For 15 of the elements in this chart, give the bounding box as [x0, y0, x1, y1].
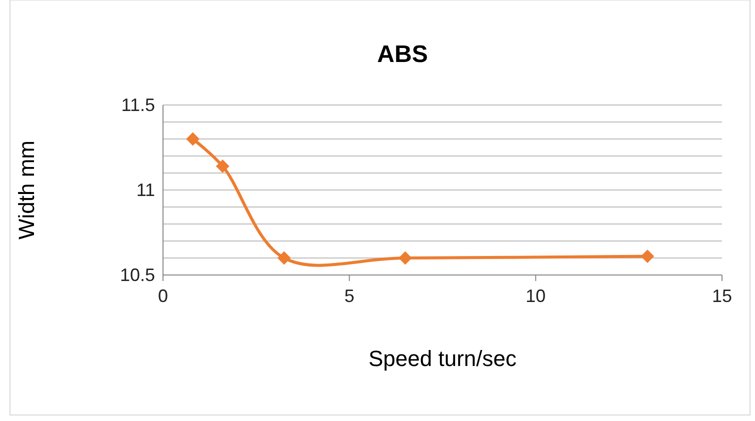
x-axis-title: Speed turn/sec	[368, 346, 516, 371]
x-tick-label: 0	[158, 286, 168, 306]
point	[398, 251, 412, 265]
x-tick-label: 15	[712, 286, 732, 306]
point	[277, 251, 291, 265]
x-tick-label: 5	[344, 286, 354, 306]
y-tick-label: 11	[136, 180, 155, 200]
x-tick-label: 10	[526, 286, 546, 306]
y-axis-title: Width mm	[14, 140, 39, 240]
point	[186, 132, 200, 146]
y-tick-label: 10.5	[120, 264, 155, 285]
chart-title: ABS	[377, 41, 428, 68]
point	[640, 250, 654, 264]
y-tick-label: 11.5	[121, 94, 155, 115]
point	[216, 159, 230, 173]
